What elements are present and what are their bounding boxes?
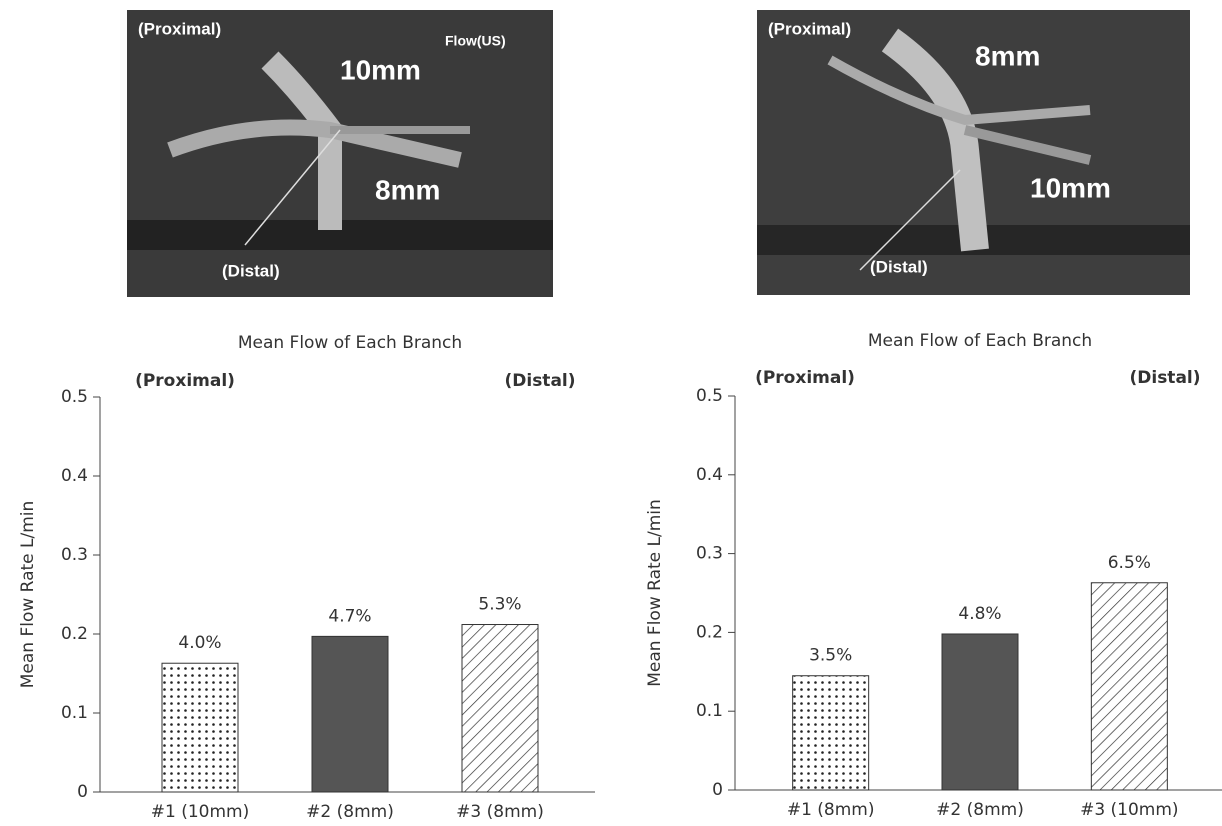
y-tick-label: 0 — [712, 780, 723, 800]
photo-right: (Proximal) 8mm 10mm (Distal) — [757, 10, 1190, 295]
photo-label: (Distal) — [222, 261, 280, 280]
photo-label: 8mm — [375, 174, 440, 205]
tube — [963, 125, 1092, 165]
bar-label: 5.3% — [478, 595, 521, 615]
x-tick-label: #1 (8mm) — [787, 800, 875, 820]
y-tick-label: 0.3 — [61, 545, 88, 565]
annotation: (Proximal) — [135, 371, 235, 391]
bar-label: 4.8% — [958, 604, 1001, 624]
annotation: (Proximal) — [755, 368, 855, 388]
photo-label: (Proximal) — [768, 19, 851, 38]
bar — [161, 662, 239, 793]
y-tick-label: 0.3 — [696, 544, 723, 564]
annotation: (Distal) — [504, 371, 575, 391]
y-tick-label: 0.5 — [61, 387, 88, 407]
tube — [167, 119, 462, 168]
y-tick-label: 0.4 — [696, 465, 723, 485]
bar — [311, 635, 389, 793]
tube — [827, 55, 1091, 126]
bar-label: 3.5% — [809, 646, 852, 666]
y-tick-label: 0 — [77, 782, 88, 802]
x-tick-label: #2 (8mm) — [936, 800, 1024, 820]
bar — [792, 675, 870, 791]
photo-label: (Distal) — [870, 257, 928, 276]
bar-label: 4.0% — [178, 633, 221, 653]
y-tick-label: 0.2 — [696, 622, 723, 642]
y-tick-label: 0.1 — [696, 701, 723, 721]
x-tick-label: #3 (8mm) — [456, 802, 544, 822]
y-tick-label: 0.5 — [696, 386, 723, 406]
tube — [881, 28, 989, 252]
photo-label: 8mm — [975, 40, 1040, 71]
photo-label: (Proximal) — [138, 19, 221, 38]
y-tick-label: 0.2 — [61, 624, 88, 644]
wire — [244, 129, 341, 246]
chart-title: Mean Flow of Each Branch — [868, 331, 1092, 351]
y-tick-label: 0.4 — [61, 466, 88, 486]
photo-label: 10mm — [1030, 172, 1111, 203]
photo-left: (Proximal) Flow(US) 10mm 8mm (Distal) — [127, 10, 553, 297]
x-tick-label: #1 (10mm) — [151, 802, 249, 822]
bar — [941, 633, 1019, 791]
bar — [461, 624, 539, 793]
bar — [1090, 582, 1168, 791]
chart-title: Mean Flow of Each Branch — [238, 333, 462, 353]
y-axis-label: Mean Flow Rate L/min — [645, 499, 665, 687]
y-axis-label: Mean Flow Rate L/min — [18, 501, 38, 689]
bar-label: 4.7% — [328, 606, 371, 626]
photo-label: Flow(US) — [445, 33, 506, 49]
wire — [859, 169, 961, 271]
bar-label: 6.5% — [1108, 553, 1151, 573]
y-tick-label: 0.1 — [61, 703, 88, 723]
x-tick-label: #2 (8mm) — [306, 802, 394, 822]
x-tick-label: #3 (10mm) — [1080, 800, 1178, 820]
annotation: (Distal) — [1129, 368, 1200, 388]
photo-label: 10mm — [340, 54, 421, 85]
